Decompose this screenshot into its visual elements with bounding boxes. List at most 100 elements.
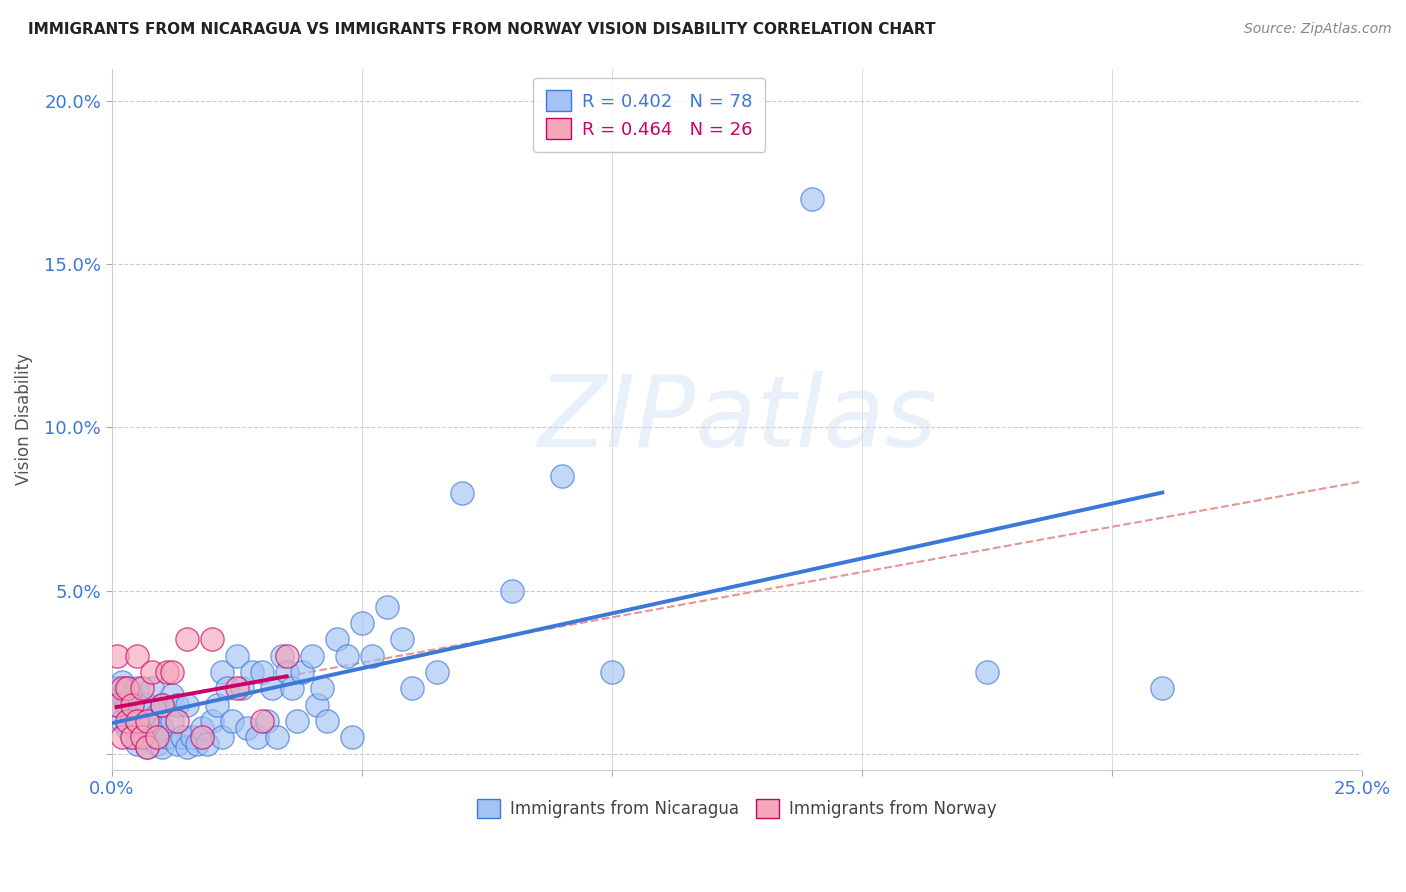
Point	[121, 731, 143, 745]
Point	[121, 707, 143, 722]
Text: Source: ZipAtlas.com: Source: ZipAtlas.com	[1244, 22, 1392, 37]
Point	[176, 632, 198, 647]
Point	[141, 681, 163, 696]
Point	[315, 714, 337, 728]
Point	[250, 665, 273, 679]
Point	[231, 681, 253, 696]
Point	[145, 731, 167, 745]
Point	[200, 632, 222, 647]
Point	[276, 648, 298, 663]
Point	[125, 737, 148, 751]
Point	[215, 681, 238, 696]
Point	[426, 665, 449, 679]
Point	[155, 731, 177, 745]
Point	[160, 714, 183, 728]
Point	[190, 731, 212, 745]
Point	[135, 721, 157, 735]
Point	[311, 681, 333, 696]
Text: IMMIGRANTS FROM NICARAGUA VS IMMIGRANTS FROM NORWAY VISION DISABILITY CORRELATIO: IMMIGRANTS FROM NICARAGUA VS IMMIGRANTS …	[28, 22, 935, 37]
Point	[166, 698, 188, 712]
Point	[121, 698, 143, 712]
Point	[360, 648, 382, 663]
Point	[200, 714, 222, 728]
Point	[176, 740, 198, 755]
Point	[266, 731, 288, 745]
Point	[125, 714, 148, 728]
Point	[135, 714, 157, 728]
Point	[180, 731, 202, 745]
Point	[160, 688, 183, 702]
Point	[131, 681, 153, 696]
Point	[135, 698, 157, 712]
Point	[110, 674, 132, 689]
Point	[170, 731, 193, 745]
Point	[401, 681, 423, 696]
Point	[125, 648, 148, 663]
Point	[166, 714, 188, 728]
Point	[350, 616, 373, 631]
Point	[141, 731, 163, 745]
Point	[336, 648, 359, 663]
Point	[600, 665, 623, 679]
Point	[551, 469, 574, 483]
Point	[110, 731, 132, 745]
Point	[176, 698, 198, 712]
Point	[340, 731, 363, 745]
Point	[105, 648, 128, 663]
Point	[115, 714, 138, 728]
Point	[256, 714, 278, 728]
Point	[110, 688, 132, 702]
Point	[291, 665, 314, 679]
Point	[115, 681, 138, 696]
Point	[375, 599, 398, 614]
Point	[205, 698, 228, 712]
Point	[801, 192, 824, 206]
Point	[225, 681, 247, 696]
Point	[110, 714, 132, 728]
Point	[166, 737, 188, 751]
Point	[115, 681, 138, 696]
Point	[105, 698, 128, 712]
Point	[280, 681, 302, 696]
Point	[325, 632, 347, 647]
Legend: Immigrants from Nicaragua, Immigrants from Norway: Immigrants from Nicaragua, Immigrants fr…	[471, 792, 1004, 825]
Point	[110, 681, 132, 696]
Point	[260, 681, 283, 696]
Point	[155, 665, 177, 679]
Point	[131, 698, 153, 712]
Point	[211, 665, 233, 679]
Point	[305, 698, 328, 712]
Point	[131, 731, 153, 745]
Point	[450, 485, 472, 500]
Point	[225, 648, 247, 663]
Point	[211, 731, 233, 745]
Point	[105, 681, 128, 696]
Point	[121, 688, 143, 702]
Point	[115, 721, 138, 735]
Point	[160, 665, 183, 679]
Point	[285, 714, 308, 728]
Point	[276, 665, 298, 679]
Point	[121, 731, 143, 745]
Point	[150, 721, 173, 735]
Point	[501, 583, 523, 598]
Point	[246, 731, 269, 745]
Point	[125, 681, 148, 696]
Y-axis label: Vision Disability: Vision Disability	[15, 353, 32, 485]
Point	[145, 737, 167, 751]
Point	[115, 698, 138, 712]
Text: ZIPatlas: ZIPatlas	[537, 371, 936, 467]
Point	[240, 665, 263, 679]
Point	[270, 648, 292, 663]
Point	[125, 714, 148, 728]
Point	[135, 740, 157, 755]
Point	[105, 698, 128, 712]
Point	[221, 714, 243, 728]
Point	[1152, 681, 1174, 696]
Point	[976, 665, 998, 679]
Point	[150, 698, 173, 712]
Point	[186, 737, 208, 751]
Point	[301, 648, 323, 663]
Point	[250, 714, 273, 728]
Point	[141, 665, 163, 679]
